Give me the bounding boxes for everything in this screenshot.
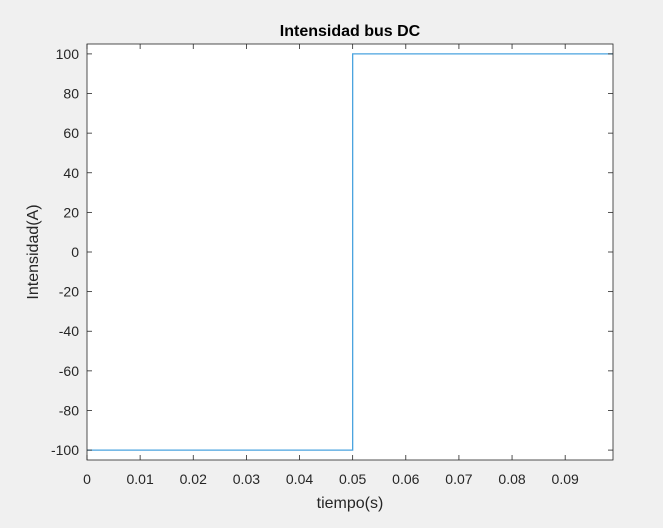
y-tick-label: 60: [63, 125, 79, 141]
x-tick-label: 0.09: [552, 471, 579, 487]
x-axis-label: tiempo(s): [317, 495, 384, 512]
y-tick-label: 100: [56, 46, 80, 62]
chart-title: Intensidad bus DC: [280, 23, 421, 40]
y-axis-label: Intensidad(A): [25, 204, 42, 299]
y-tick-label: -40: [59, 323, 79, 339]
x-tick-label: 0.08: [498, 471, 525, 487]
y-tick-label: -20: [59, 284, 79, 300]
plot-area: [87, 44, 613, 460]
x-tick-label: 0.01: [127, 471, 154, 487]
y-tick-label: -100: [51, 442, 79, 458]
y-tick-label: 0: [71, 244, 79, 260]
series-line: [87, 53, 613, 451]
y-tick-label: 20: [63, 204, 79, 220]
x-tick-label: 0.05: [339, 471, 366, 487]
x-tick-label: 0.06: [392, 471, 419, 487]
y-tick-label: 40: [63, 165, 79, 181]
y-tick-label: 80: [63, 86, 79, 102]
y-tick-label: -60: [59, 363, 79, 379]
x-tick-label: 0.04: [286, 471, 313, 487]
x-tick-label: 0.03: [233, 471, 260, 487]
x-tick-label: 0.07: [445, 471, 472, 487]
x-tick-label: 0.02: [180, 471, 207, 487]
y-tick-label: -80: [59, 402, 79, 418]
x-tick-label: 0: [83, 471, 91, 487]
